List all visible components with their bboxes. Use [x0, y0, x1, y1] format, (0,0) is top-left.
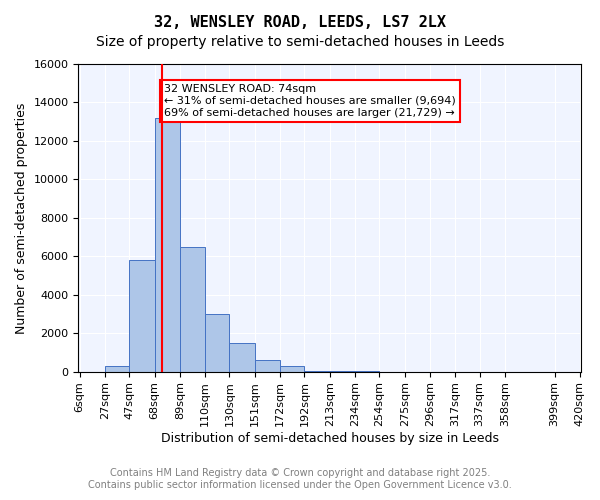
Bar	[155, 118, 180, 372]
Bar	[280, 366, 304, 372]
Text: Size of property relative to semi-detached houses in Leeds: Size of property relative to semi-detach…	[96, 35, 504, 49]
Text: Contains HM Land Registry data © Crown copyright and database right 2025.
Contai: Contains HM Land Registry data © Crown c…	[88, 468, 512, 490]
Y-axis label: Number of semi-detached properties: Number of semi-detached properties	[15, 102, 28, 334]
Bar	[105, 366, 129, 372]
Bar	[180, 246, 205, 372]
Text: 32 WENSLEY ROAD: 74sqm
← 31% of semi-detached houses are smaller (9,694)
69% of : 32 WENSLEY ROAD: 74sqm ← 31% of semi-det…	[164, 84, 456, 117]
Bar	[229, 343, 255, 372]
Bar	[129, 260, 155, 372]
Bar	[304, 371, 330, 372]
X-axis label: Distribution of semi-detached houses by size in Leeds: Distribution of semi-detached houses by …	[161, 432, 499, 445]
Bar	[205, 314, 229, 372]
Bar	[330, 371, 355, 372]
Text: 32, WENSLEY ROAD, LEEDS, LS7 2LX: 32, WENSLEY ROAD, LEEDS, LS7 2LX	[154, 15, 446, 30]
Bar	[255, 360, 280, 372]
